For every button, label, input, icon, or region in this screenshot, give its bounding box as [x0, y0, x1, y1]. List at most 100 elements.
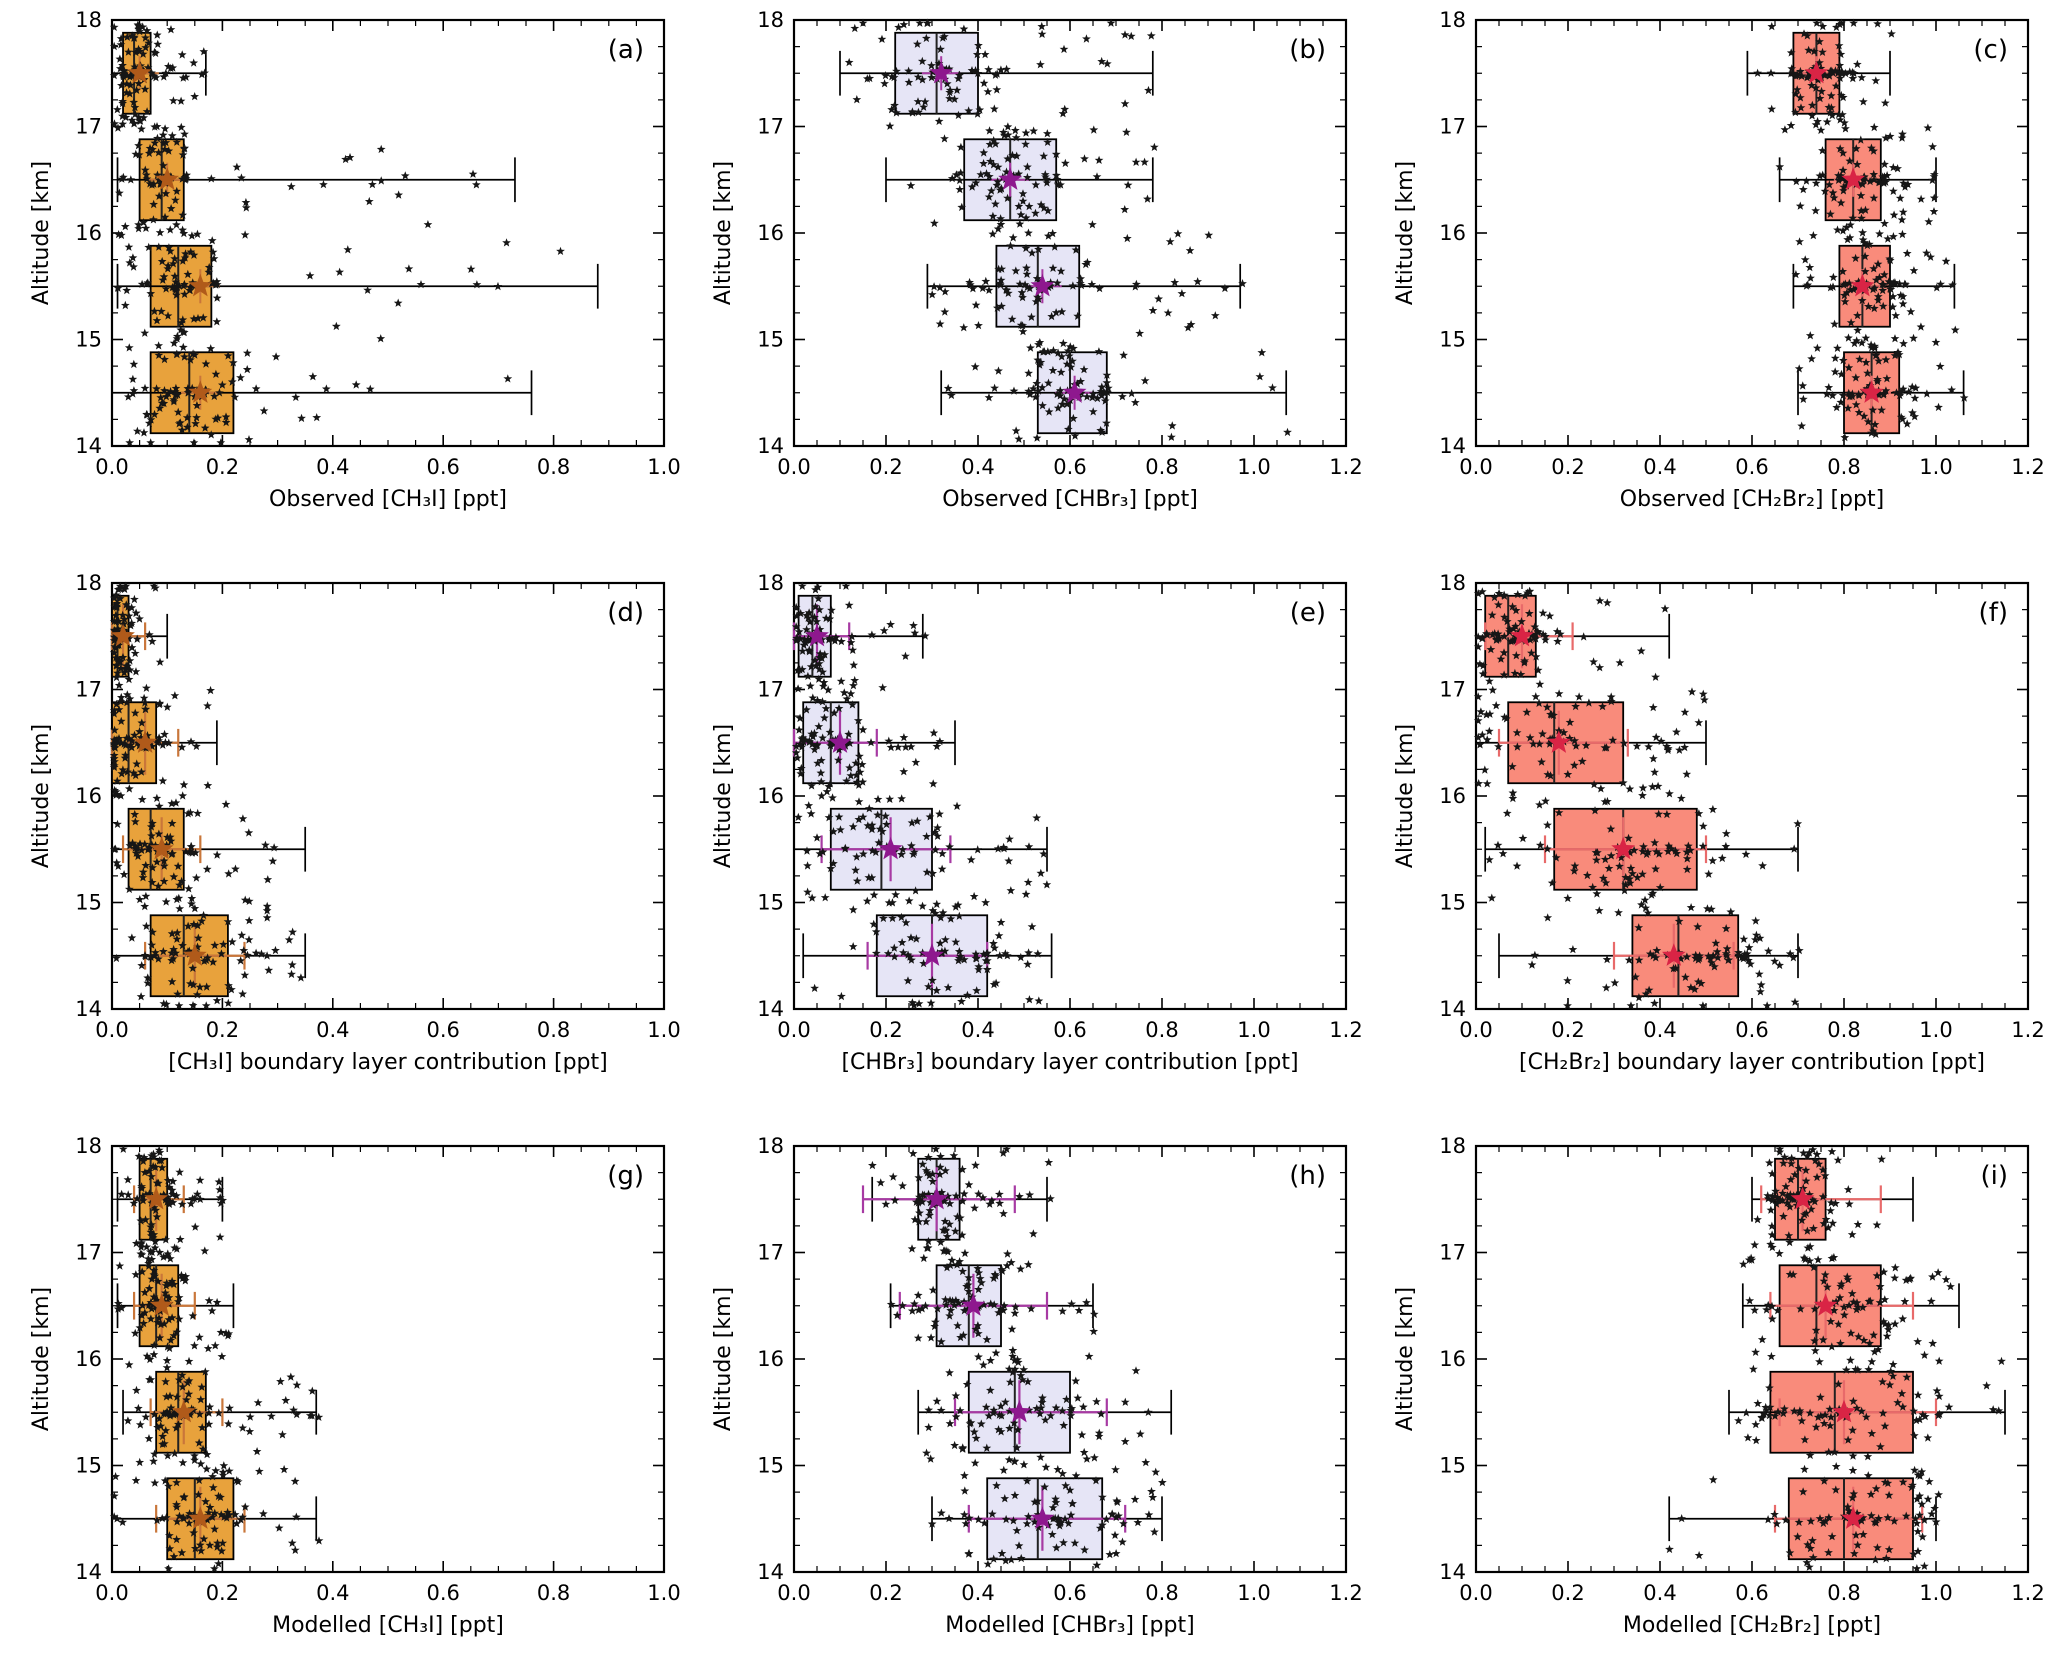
svg-text:17: 17	[75, 678, 102, 702]
svg-text:Observed [CH₂Br₂] [ppt]: Observed [CH₂Br₂] [ppt]	[1619, 487, 1883, 512]
svg-text:0.6: 0.6	[1735, 1581, 1768, 1605]
svg-text:(e): (e)	[1289, 598, 1325, 628]
svg-text:15: 15	[757, 891, 784, 915]
panel-f-chart: 0.0 0.2 0.4 0.6 0.8 1.0 1.2 14 15 16 17 18 [CH₂Br₂] …	[1385, 571, 2046, 1086]
svg-text:Altitude [km]: Altitude [km]	[29, 161, 54, 305]
svg-text:0.4: 0.4	[1643, 1581, 1676, 1605]
svg-text:18: 18	[75, 571, 102, 595]
svg-text:0.0: 0.0	[95, 455, 128, 479]
svg-text:15: 15	[1439, 891, 1466, 915]
svg-text:14: 14	[1439, 1560, 1466, 1584]
svg-text:0.2: 0.2	[205, 1018, 238, 1042]
svg-text:17: 17	[75, 115, 102, 139]
svg-text:14: 14	[1439, 434, 1466, 458]
svg-text:1.0: 1.0	[1919, 455, 1952, 479]
svg-text:15: 15	[75, 328, 102, 352]
svg-text:14: 14	[1439, 997, 1466, 1021]
svg-text:Altitude [km]: Altitude [km]	[1393, 161, 1418, 305]
svg-text:(g): (g)	[607, 1161, 644, 1191]
svg-text:0.6: 0.6	[1735, 455, 1768, 479]
panel-e-chart: 0.0 0.2 0.4 0.6 0.8 1.0 1.2 14 15 16 17 18 [CHBr₃] b…	[703, 571, 1364, 1086]
svg-text:14: 14	[757, 997, 784, 1021]
svg-text:(i): (i)	[1980, 1161, 2008, 1191]
svg-text:16: 16	[1439, 221, 1466, 245]
svg-text:Altitude [km]: Altitude [km]	[711, 1287, 736, 1431]
svg-text:0.4: 0.4	[961, 1018, 994, 1042]
panel-a: 0.0 0.2 0.4 0.6 0.8 1.0 14 15 16 17 18 Observed [CH…	[21, 8, 682, 523]
panel-f: 0.0 0.2 0.4 0.6 0.8 1.0 1.2 14 15 16 17 18 [CH₂Br₂] …	[1385, 571, 2046, 1086]
svg-text:17: 17	[757, 678, 784, 702]
svg-text:18: 18	[1439, 571, 1466, 595]
svg-text:Observed [CH₃I] [ppt]: Observed [CH₃I] [ppt]	[269, 487, 507, 512]
svg-text:Modelled [CHBr₃] [ppt]: Modelled [CHBr₃] [ppt]	[945, 1613, 1194, 1638]
svg-text:Altitude [km]: Altitude [km]	[29, 724, 54, 868]
svg-text:0.6: 0.6	[1053, 455, 1086, 479]
svg-text:15: 15	[757, 1454, 784, 1478]
svg-text:(a): (a)	[607, 35, 643, 65]
svg-text:0.2: 0.2	[1551, 1018, 1584, 1042]
svg-text:14: 14	[75, 1560, 102, 1584]
svg-text:(h): (h)	[1289, 1161, 1326, 1191]
svg-text:17: 17	[75, 1241, 102, 1265]
svg-text:0.0: 0.0	[1459, 1581, 1492, 1605]
svg-text:0.0: 0.0	[1459, 1018, 1492, 1042]
svg-text:0.0: 0.0	[95, 1018, 128, 1042]
svg-text:18: 18	[75, 8, 102, 32]
svg-text:18: 18	[1439, 1134, 1466, 1158]
svg-text:1.0: 1.0	[647, 1018, 680, 1042]
svg-text:0.4: 0.4	[961, 455, 994, 479]
svg-text:[CHBr₃] boundary layer contrib: [CHBr₃] boundary layer contribution [ppt…	[841, 1050, 1298, 1075]
svg-text:0.4: 0.4	[1643, 455, 1676, 479]
svg-text:0.8: 0.8	[536, 455, 569, 479]
svg-text:18: 18	[757, 1134, 784, 1158]
panel-d: 0.0 0.2 0.4 0.6 0.8 1.0 14 15 16 17 18 [CH₃I] bound…	[21, 571, 682, 1086]
svg-text:17: 17	[1439, 115, 1466, 139]
svg-text:15: 15	[75, 1454, 102, 1478]
svg-text:Altitude [km]: Altitude [km]	[711, 724, 736, 868]
svg-text:18: 18	[1439, 8, 1466, 32]
svg-text:15: 15	[1439, 1454, 1466, 1478]
svg-text:14: 14	[75, 434, 102, 458]
svg-text:16: 16	[1439, 784, 1466, 808]
svg-text:18: 18	[757, 8, 784, 32]
svg-text:1.2: 1.2	[1329, 1018, 1362, 1042]
svg-text:1.0: 1.0	[1237, 455, 1270, 479]
svg-text:0.2: 0.2	[869, 1581, 902, 1605]
svg-text:0.0: 0.0	[777, 1018, 810, 1042]
svg-text:0.0: 0.0	[777, 1581, 810, 1605]
svg-text:15: 15	[75, 891, 102, 915]
svg-text:15: 15	[1439, 328, 1466, 352]
svg-text:16: 16	[757, 784, 784, 808]
svg-text:Modelled [CH₃I] [ppt]: Modelled [CH₃I] [ppt]	[272, 1613, 504, 1638]
svg-text:17: 17	[1439, 678, 1466, 702]
svg-text:0.4: 0.4	[1643, 1018, 1676, 1042]
svg-text:16: 16	[757, 221, 784, 245]
panel-c-chart: 0.0 0.2 0.4 0.6 0.8 1.0 1.2 14 15 16 17 18 Observed …	[1385, 8, 2046, 523]
svg-text:1.2: 1.2	[1329, 1581, 1362, 1605]
svg-text:0.4: 0.4	[961, 1581, 994, 1605]
panel-d-chart: 0.0 0.2 0.4 0.6 0.8 1.0 14 15 16 17 18 [CH₃I] bound…	[21, 571, 682, 1086]
svg-text:16: 16	[1439, 1347, 1466, 1371]
svg-text:(f): (f)	[1978, 598, 2007, 628]
panel-c: 0.0 0.2 0.4 0.6 0.8 1.0 1.2 14 15 16 17 18 Observed …	[1385, 8, 2046, 523]
svg-text:Altitude [km]: Altitude [km]	[1393, 1287, 1418, 1431]
svg-text:1.2: 1.2	[2011, 1018, 2044, 1042]
svg-text:1.0: 1.0	[1237, 1018, 1270, 1042]
svg-text:14: 14	[75, 997, 102, 1021]
svg-text:0.0: 0.0	[1459, 455, 1492, 479]
svg-text:0.8: 0.8	[536, 1581, 569, 1605]
svg-text:1.0: 1.0	[647, 455, 680, 479]
svg-text:16: 16	[757, 1347, 784, 1371]
svg-text:0.0: 0.0	[777, 455, 810, 479]
svg-text:0.6: 0.6	[426, 1018, 459, 1042]
svg-text:0.4: 0.4	[316, 455, 349, 479]
svg-text:0.2: 0.2	[869, 455, 902, 479]
svg-text:0.2: 0.2	[205, 1581, 238, 1605]
svg-text:0.4: 0.4	[316, 1018, 349, 1042]
svg-text:0.6: 0.6	[426, 1581, 459, 1605]
panel-b: 0.0 0.2 0.4 0.6 0.8 1.0 1.2 14 15 16 17 18 Observed …	[703, 8, 1364, 523]
svg-text:0.2: 0.2	[205, 455, 238, 479]
svg-text:0.6: 0.6	[426, 455, 459, 479]
svg-text:0.2: 0.2	[1551, 1581, 1584, 1605]
